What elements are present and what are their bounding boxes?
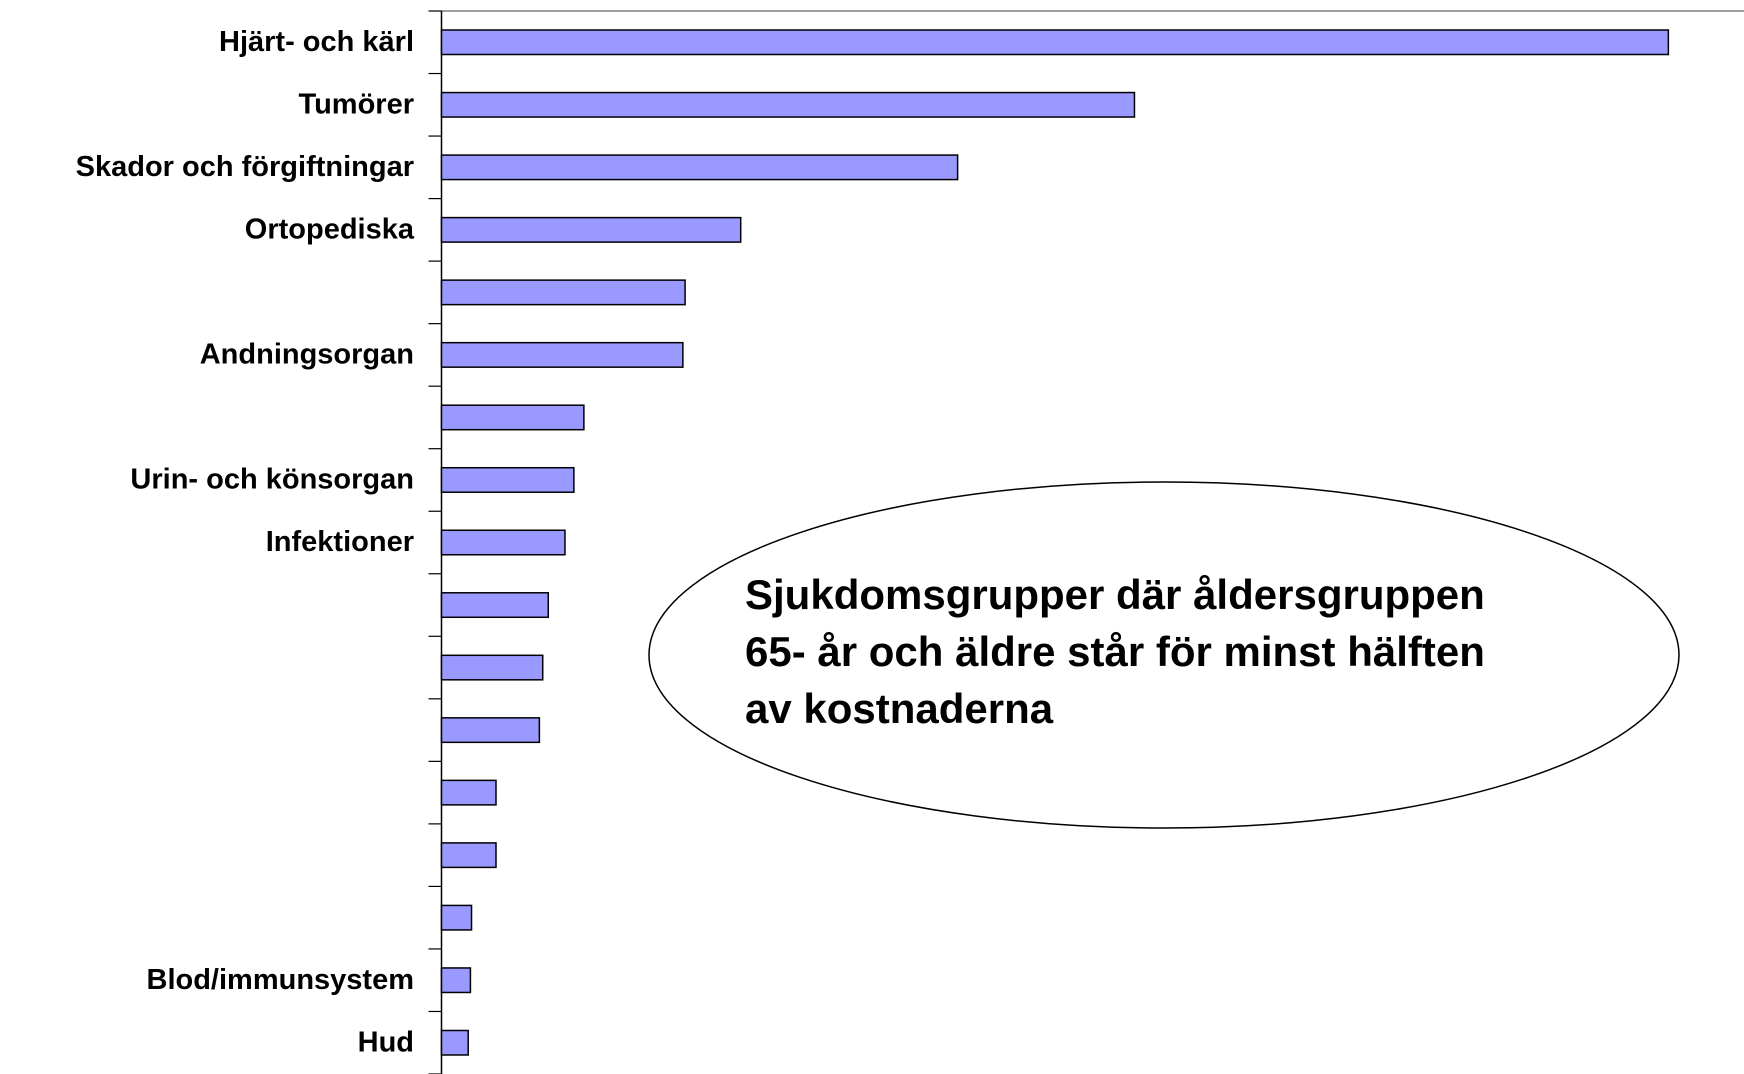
bar [440,529,566,556]
bar [440,592,550,619]
annotation-text: av kostnaderna [745,685,1054,732]
y-tick-label: Andningsorgan [200,339,414,371]
bar [440,904,473,931]
annotation-ellipse [648,481,1680,829]
bar [440,279,686,306]
bar [440,717,541,744]
bar [440,1029,469,1056]
bar [440,779,497,806]
bar [440,654,544,681]
bar [440,29,1670,56]
annotation-text: 65- år och äldre står för minst hälften [745,628,1485,675]
y-tick-label: Infektioner [266,526,414,558]
y-tick-label: Skador och förgiftningar [76,151,414,183]
bar [440,967,472,994]
bar [440,842,497,869]
bar [440,91,1136,118]
bar [440,466,575,493]
annotation-text: Sjukdomsgrupper där åldersgruppen [745,571,1485,618]
bar [440,341,684,368]
y-tick-label: Urin- och könsorgan [130,464,414,496]
y-tick-label: Ortopediska [245,214,415,246]
y-tick-label: Blod/immunsystem [147,964,415,996]
y-tick-label: Hud [358,1026,414,1058]
bar [440,404,585,431]
y-tick-label: Hjärt- och kärl [219,26,414,58]
bar [440,154,959,181]
y-tick-label: Tumörer [299,88,414,120]
bar [440,216,742,243]
